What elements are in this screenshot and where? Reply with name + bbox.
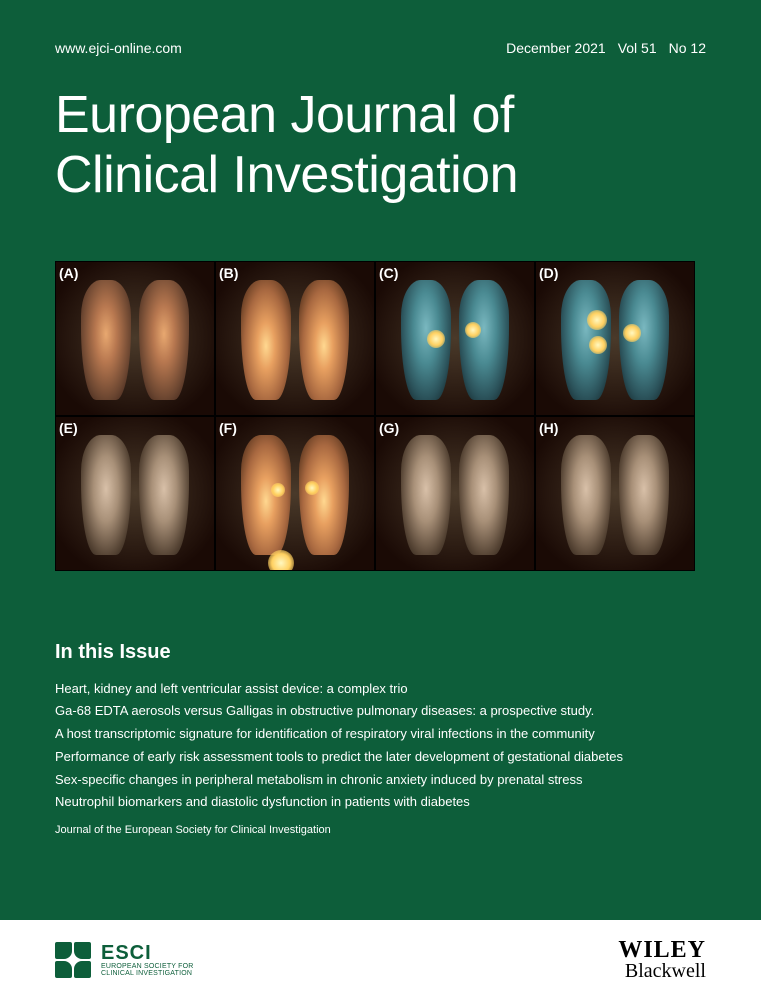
website-url: www.ejci-online.com [55,40,182,56]
issue-info: December 2021 Vol 51 No 12 [506,40,706,56]
esci-logo-icon [55,942,91,978]
panel-g: (G) [376,417,534,570]
issue-item: Heart, kidney and left ventricular assis… [55,678,706,701]
figure-panel-grid: (A) (B) (C) (D) (E) (F) [55,261,695,571]
panel-b: (B) [216,262,374,415]
issue-volume: Vol 51 [618,40,657,56]
issue-number: No 12 [669,40,706,56]
issue-list: Heart, kidney and left ventricular assis… [55,678,706,815]
panel-h: (H) [536,417,694,570]
in-this-issue-heading: In this Issue [55,641,706,664]
panel-label: (C) [379,265,398,281]
panel-a: (A) [56,262,214,415]
panel-label: (A) [59,265,78,281]
esci-full-line1: European Society for [101,963,194,970]
esci-logo-block: ESCI European Society for Clinical Inves… [55,942,194,978]
journal-tagline: Journal of the European Society for Clin… [55,824,331,836]
esci-full-line2: Clinical Investigation [101,970,194,977]
issue-date: December 2021 [506,40,606,56]
journal-cover: www.ejci-online.com December 2021 Vol 51… [0,0,761,920]
panel-label: (G) [379,420,399,436]
journal-title: European Journal of Clinical Investigati… [55,86,706,206]
issue-item: A host transcriptomic signature for iden… [55,723,706,746]
issue-item: Neutrophil biomarkers and diastolic dysf… [55,791,706,814]
panel-d: (D) [536,262,694,415]
footer-bar: ESCI European Society for Clinical Inves… [0,920,761,1000]
issue-item: Performance of early risk assessment too… [55,746,706,769]
panel-c: (C) [376,262,534,415]
panel-label: (E) [59,420,78,436]
esci-abbrev: ESCI [101,943,194,963]
publisher-line2: Blackwell [618,962,706,981]
issue-item: Sex-specific changes in peripheral metab… [55,769,706,792]
header-row: www.ejci-online.com December 2021 Vol 51… [55,40,706,56]
panel-label: (D) [539,265,558,281]
panel-label: (F) [219,420,237,436]
issue-item: Ga-68 EDTA aerosols versus Galligas in o… [55,700,706,723]
panel-e: (E) [56,417,214,570]
panel-label: (H) [539,420,558,436]
title-line-2: Clinical Investigation [55,146,518,204]
panel-f: (F) [216,417,374,570]
panel-label: (B) [219,265,238,281]
publisher-line1: WILEY [618,939,706,962]
title-line-1: European Journal of [55,86,514,144]
publisher-logo: WILEY Blackwell [618,939,706,981]
esci-text: ESCI European Society for Clinical Inves… [101,943,194,977]
